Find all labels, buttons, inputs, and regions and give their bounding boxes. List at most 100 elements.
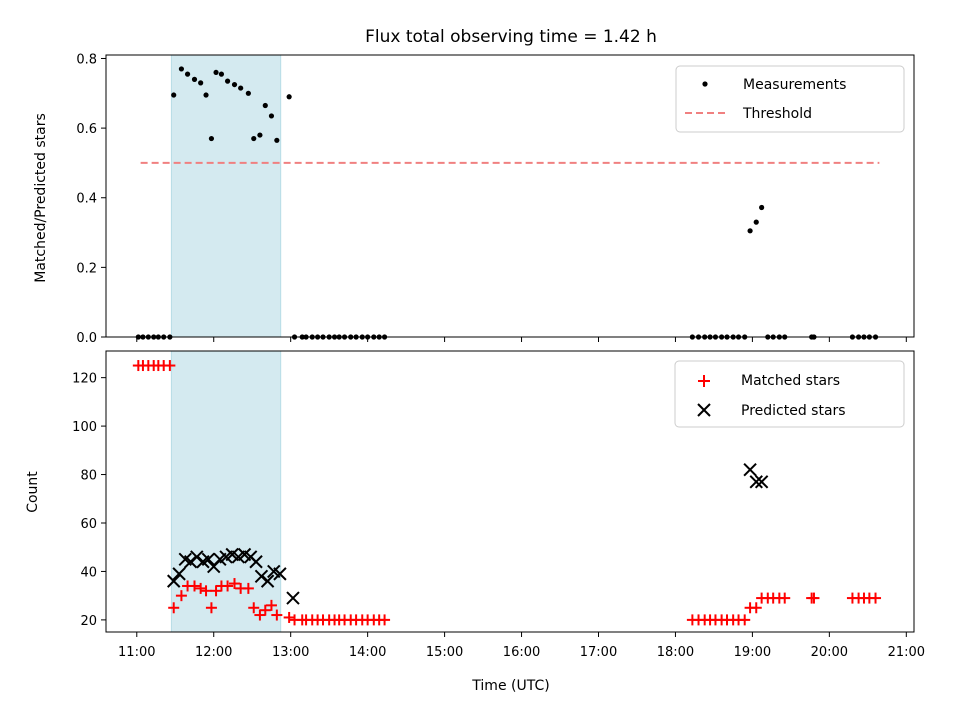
- matched-star-point: [248, 602, 260, 614]
- bottom-axes-frame: [105, 350, 915, 633]
- legend-matched-marker: [698, 375, 710, 387]
- measurement-point: [286, 94, 292, 100]
- measurement-point: [274, 137, 280, 143]
- measurement-point: [171, 92, 177, 98]
- matched-star-point: [379, 614, 391, 626]
- top-ytick-label: 0.4: [76, 192, 97, 207]
- predicted-star-point: [273, 567, 287, 581]
- matched-star-point: [779, 592, 791, 604]
- legend-measurements-label: Measurements: [743, 77, 846, 93]
- bottom-ytick-label: 20: [80, 614, 97, 629]
- bottom-legend-box: [674, 360, 905, 428]
- measurement-point: [747, 228, 753, 234]
- legend-measurements-marker: [702, 81, 708, 87]
- legend-threshold-label: Threshold: [742, 106, 812, 122]
- measurement-point: [759, 204, 765, 211]
- matched-star-point: [229, 578, 241, 590]
- xtick-label: 19:00: [734, 645, 771, 660]
- measurement-point: [257, 132, 263, 138]
- x-axis-label: Time (UTC): [471, 678, 549, 694]
- legend-predicted-marker: [697, 403, 711, 417]
- measurement-point: [198, 80, 204, 86]
- matched-star-point: [222, 580, 234, 592]
- xtick-label: 16:00: [503, 645, 540, 660]
- predicted-star-point: [749, 475, 763, 489]
- bottom-panel: 20 40 60 80 100 120 11:00 12:00 13:00 14:00 15:00…: [25, 350, 925, 694]
- matched-stars-series: [132, 360, 882, 626]
- bottom-legend: Matched stars Predicted stars: [674, 360, 905, 428]
- xtick-label: 14:00: [349, 645, 386, 660]
- measurement-point: [268, 113, 275, 119]
- matched-star-point: [164, 360, 176, 372]
- xtick-label: 11:00: [118, 645, 155, 660]
- predicted-star-point: [286, 591, 300, 605]
- xtick-label: 13:00: [272, 645, 309, 660]
- measurement-point: [184, 71, 191, 77]
- matched-star-point: [200, 585, 212, 597]
- predicted-star-point: [172, 567, 186, 581]
- bottom-x-axis: 11:00 12:00 13:00 14:00 15:00 16:00 17:00 18:00…: [118, 632, 925, 660]
- top-shaded-interval: [170, 54, 282, 338]
- xtick-label: 20:00: [811, 645, 848, 660]
- top-y-axis: 0.0 0.2 0.4 0.6 0.8: [76, 52, 106, 346]
- predicted-star-point: [260, 574, 275, 588]
- matched-star-point: [205, 602, 217, 614]
- matched-star-point: [265, 599, 277, 611]
- matched-star-point: [168, 602, 180, 614]
- measurement-point: [213, 69, 219, 76]
- top-ytick-label: 0.6: [76, 122, 97, 137]
- predicted-star-point: [743, 462, 757, 477]
- measurement-point: [191, 76, 198, 82]
- measurement-point: [224, 78, 231, 84]
- matched-star-point: [188, 580, 200, 592]
- measurement-point: [251, 135, 257, 142]
- matched-star-point: [195, 582, 207, 594]
- top-legend-box: [675, 65, 905, 133]
- measurement-point: [203, 92, 209, 98]
- measurement-point: [753, 219, 759, 225]
- bottom-ytick-label: 60: [80, 517, 97, 532]
- measurement-point: [231, 81, 238, 88]
- top-panel: 0.00.20.40.60.8 Matched/Predicted stars …: [33, 52, 915, 346]
- top-ytick-label: 0.2: [76, 261, 97, 276]
- bottom-ytick-label: 100: [72, 420, 97, 435]
- bottom-y-axis-label: Count: [25, 471, 41, 513]
- matched-star-point: [242, 582, 254, 594]
- matched-star-point: [808, 592, 820, 604]
- matched-star-point: [210, 585, 222, 597]
- measurement-point: [178, 66, 185, 72]
- measurement-point: [208, 135, 215, 142]
- xtick-label: 12:00: [195, 645, 232, 660]
- top-ytick-label: 0.8: [76, 52, 97, 67]
- matched-star-point: [739, 614, 751, 626]
- xtick-label: 18:00: [657, 645, 694, 660]
- predicted-star-point: [754, 475, 769, 489]
- matched-star-point: [271, 609, 283, 621]
- top-y-axis-label: Matched/Predicted stars: [33, 113, 49, 283]
- matched-star-point: [750, 602, 762, 614]
- legend-predicted-label: Predicted stars: [741, 403, 846, 419]
- predicted-stars-series: [167, 462, 769, 605]
- measurement-point: [218, 71, 225, 77]
- measurement-point: [238, 85, 244, 91]
- predicted-star-point: [167, 574, 181, 588]
- bottom-ytick-label: 120: [72, 372, 97, 387]
- xtick-label: 17:00: [580, 645, 617, 660]
- top-axes-frame: [105, 54, 915, 338]
- matched-star-point: [175, 590, 187, 602]
- xtick-label: 21:00: [888, 645, 925, 660]
- matched-star-point: [283, 611, 295, 623]
- measurement-point: [245, 90, 251, 96]
- predicted-star-point: [249, 555, 263, 569]
- matched-star-point: [870, 592, 882, 604]
- bottom-ytick-label: 80: [80, 469, 97, 484]
- matched-star-point: [254, 609, 266, 621]
- xtick-label: 15:00: [426, 645, 463, 660]
- measurement-point: [262, 102, 268, 109]
- bottom-ytick-label: 40: [80, 565, 97, 580]
- top-ytick-label: 0.0: [76, 331, 97, 346]
- legend-matched-label: Matched stars: [741, 373, 840, 389]
- predicted-star-point: [201, 552, 216, 567]
- matched-star-point: [259, 604, 271, 616]
